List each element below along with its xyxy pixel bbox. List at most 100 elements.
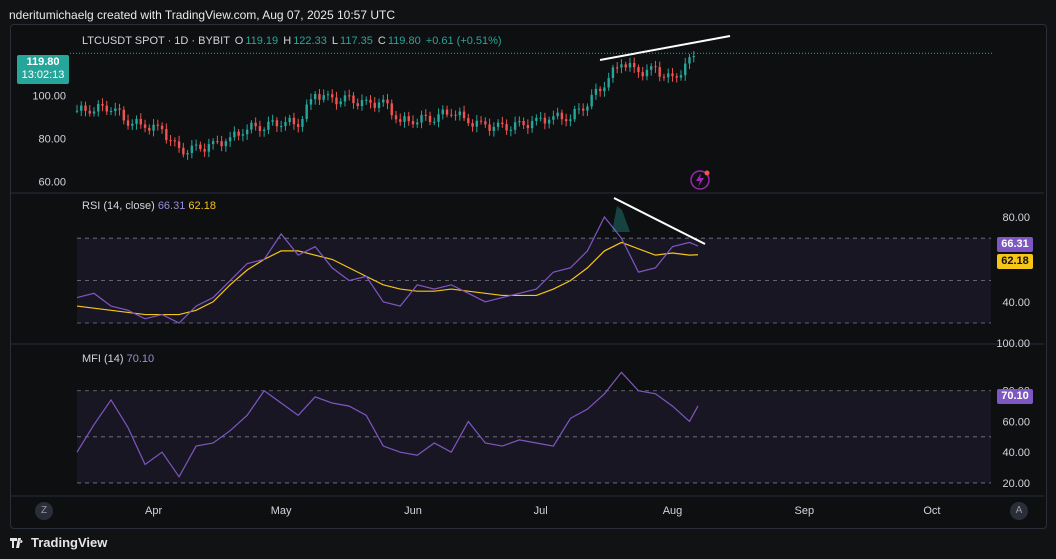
candle-body (526, 125, 530, 129)
candle-body (488, 124, 491, 131)
candle-body (484, 121, 487, 125)
candle-body (598, 88, 602, 92)
candle-body (454, 114, 457, 116)
candle-body (224, 141, 228, 147)
candle-body (139, 118, 143, 125)
candle-body (552, 116, 555, 120)
mfi-legend: MFI (14) 70.10 (82, 353, 154, 365)
candle-body (160, 125, 164, 130)
candle-body (326, 94, 330, 96)
candle-body (394, 115, 398, 120)
rsi-ma-tag: 62.18 (997, 254, 1033, 269)
candle-body (628, 63, 632, 68)
candle-body (390, 103, 393, 116)
rsi-ma-line (76, 241, 699, 316)
candle-body (428, 115, 432, 123)
candle-body (148, 127, 151, 131)
last-price-tag: 119.80 13:02:13 (17, 55, 69, 84)
rsi-title[interactable]: RSI (14, close) (82, 200, 155, 212)
tradingview-mark-icon (10, 538, 23, 548)
candle-body (101, 103, 104, 106)
candle-body (632, 63, 636, 68)
candle-body (411, 121, 415, 125)
candle-body (84, 105, 87, 111)
symbol-title[interactable]: LTCUSDT SPOT · 1D · BYBIT (82, 35, 230, 47)
candle-body (458, 111, 462, 116)
candle-body (92, 111, 96, 114)
candle-body (377, 102, 381, 108)
candle-body (169, 140, 172, 142)
candle-body (437, 114, 440, 122)
candle-body (109, 111, 113, 113)
candle-body (675, 76, 678, 78)
alert-icon-ring (690, 170, 710, 190)
rsi-tick-label: 80.00 (1002, 212, 1030, 224)
bar-countdown: 13:02:13 (21, 69, 65, 81)
candle-body (237, 131, 240, 136)
time-tick-label: Jun (404, 505, 422, 517)
candle-body (671, 73, 674, 77)
a-icon[interactable]: A (1010, 502, 1028, 520)
candle-body (211, 141, 215, 145)
high-value: 122.33 (293, 35, 327, 47)
candle-body (501, 122, 504, 125)
candle-body (75, 110, 79, 112)
candle-body (403, 116, 406, 122)
candle-body (382, 99, 385, 103)
z-icon[interactable]: Z (35, 502, 53, 520)
rsi-line (76, 215, 699, 324)
candle-body (313, 94, 317, 100)
price-legend: LTCUSDT SPOT · 1D · BYBIT O 119.19 H 122.3… (82, 35, 502, 47)
candle-body (450, 114, 453, 116)
candle-body (577, 108, 581, 110)
candle-body (581, 108, 585, 111)
candle-body (262, 129, 266, 131)
candle-body (322, 95, 325, 100)
candle-body (190, 145, 194, 154)
candle-body (305, 104, 308, 120)
mfi-tick-label: 20.00 (1002, 478, 1030, 490)
candle-body (275, 120, 279, 127)
candle-body (143, 124, 147, 128)
candle-body (522, 121, 525, 126)
price-tick-label: 100.00 (32, 91, 66, 103)
tradingview-logo[interactable]: TradingView (10, 535, 107, 550)
candle-body (467, 118, 470, 124)
candle-body (611, 67, 615, 79)
candle-body (152, 124, 155, 131)
candle-body (131, 123, 134, 126)
candle-body (530, 120, 534, 129)
candle-body (296, 124, 300, 127)
candle-body (433, 121, 436, 123)
candle-body (352, 95, 355, 104)
candle-body (241, 134, 245, 136)
candle-body (586, 106, 589, 111)
rsi-legend-value: 66.31 (157, 200, 186, 212)
candle-body (564, 119, 568, 122)
candle-body (441, 109, 444, 115)
candle-body (594, 88, 598, 95)
candle-body (216, 141, 219, 143)
candle-body (173, 140, 177, 142)
close-value: 119.80 (387, 35, 421, 47)
time-tick-label: Oct (923, 505, 940, 517)
candle-body (365, 99, 368, 101)
candle-body (135, 118, 138, 124)
candle-body (513, 122, 517, 130)
candle-body (177, 141, 181, 148)
candle-body (637, 67, 640, 73)
candle-body (245, 129, 249, 135)
candle-body (624, 64, 627, 68)
candle-body (182, 147, 185, 155)
candle-body (475, 120, 479, 127)
candle-body (343, 95, 347, 102)
chart-frame[interactable] (10, 24, 1047, 529)
low-label: L (331, 35, 339, 47)
candle-body (356, 103, 359, 107)
mfi-title[interactable]: MFI (14) (82, 353, 124, 365)
candle-body (688, 57, 691, 64)
open-label: O (234, 35, 244, 47)
close-label: C (377, 35, 386, 47)
candle-body (471, 123, 474, 127)
